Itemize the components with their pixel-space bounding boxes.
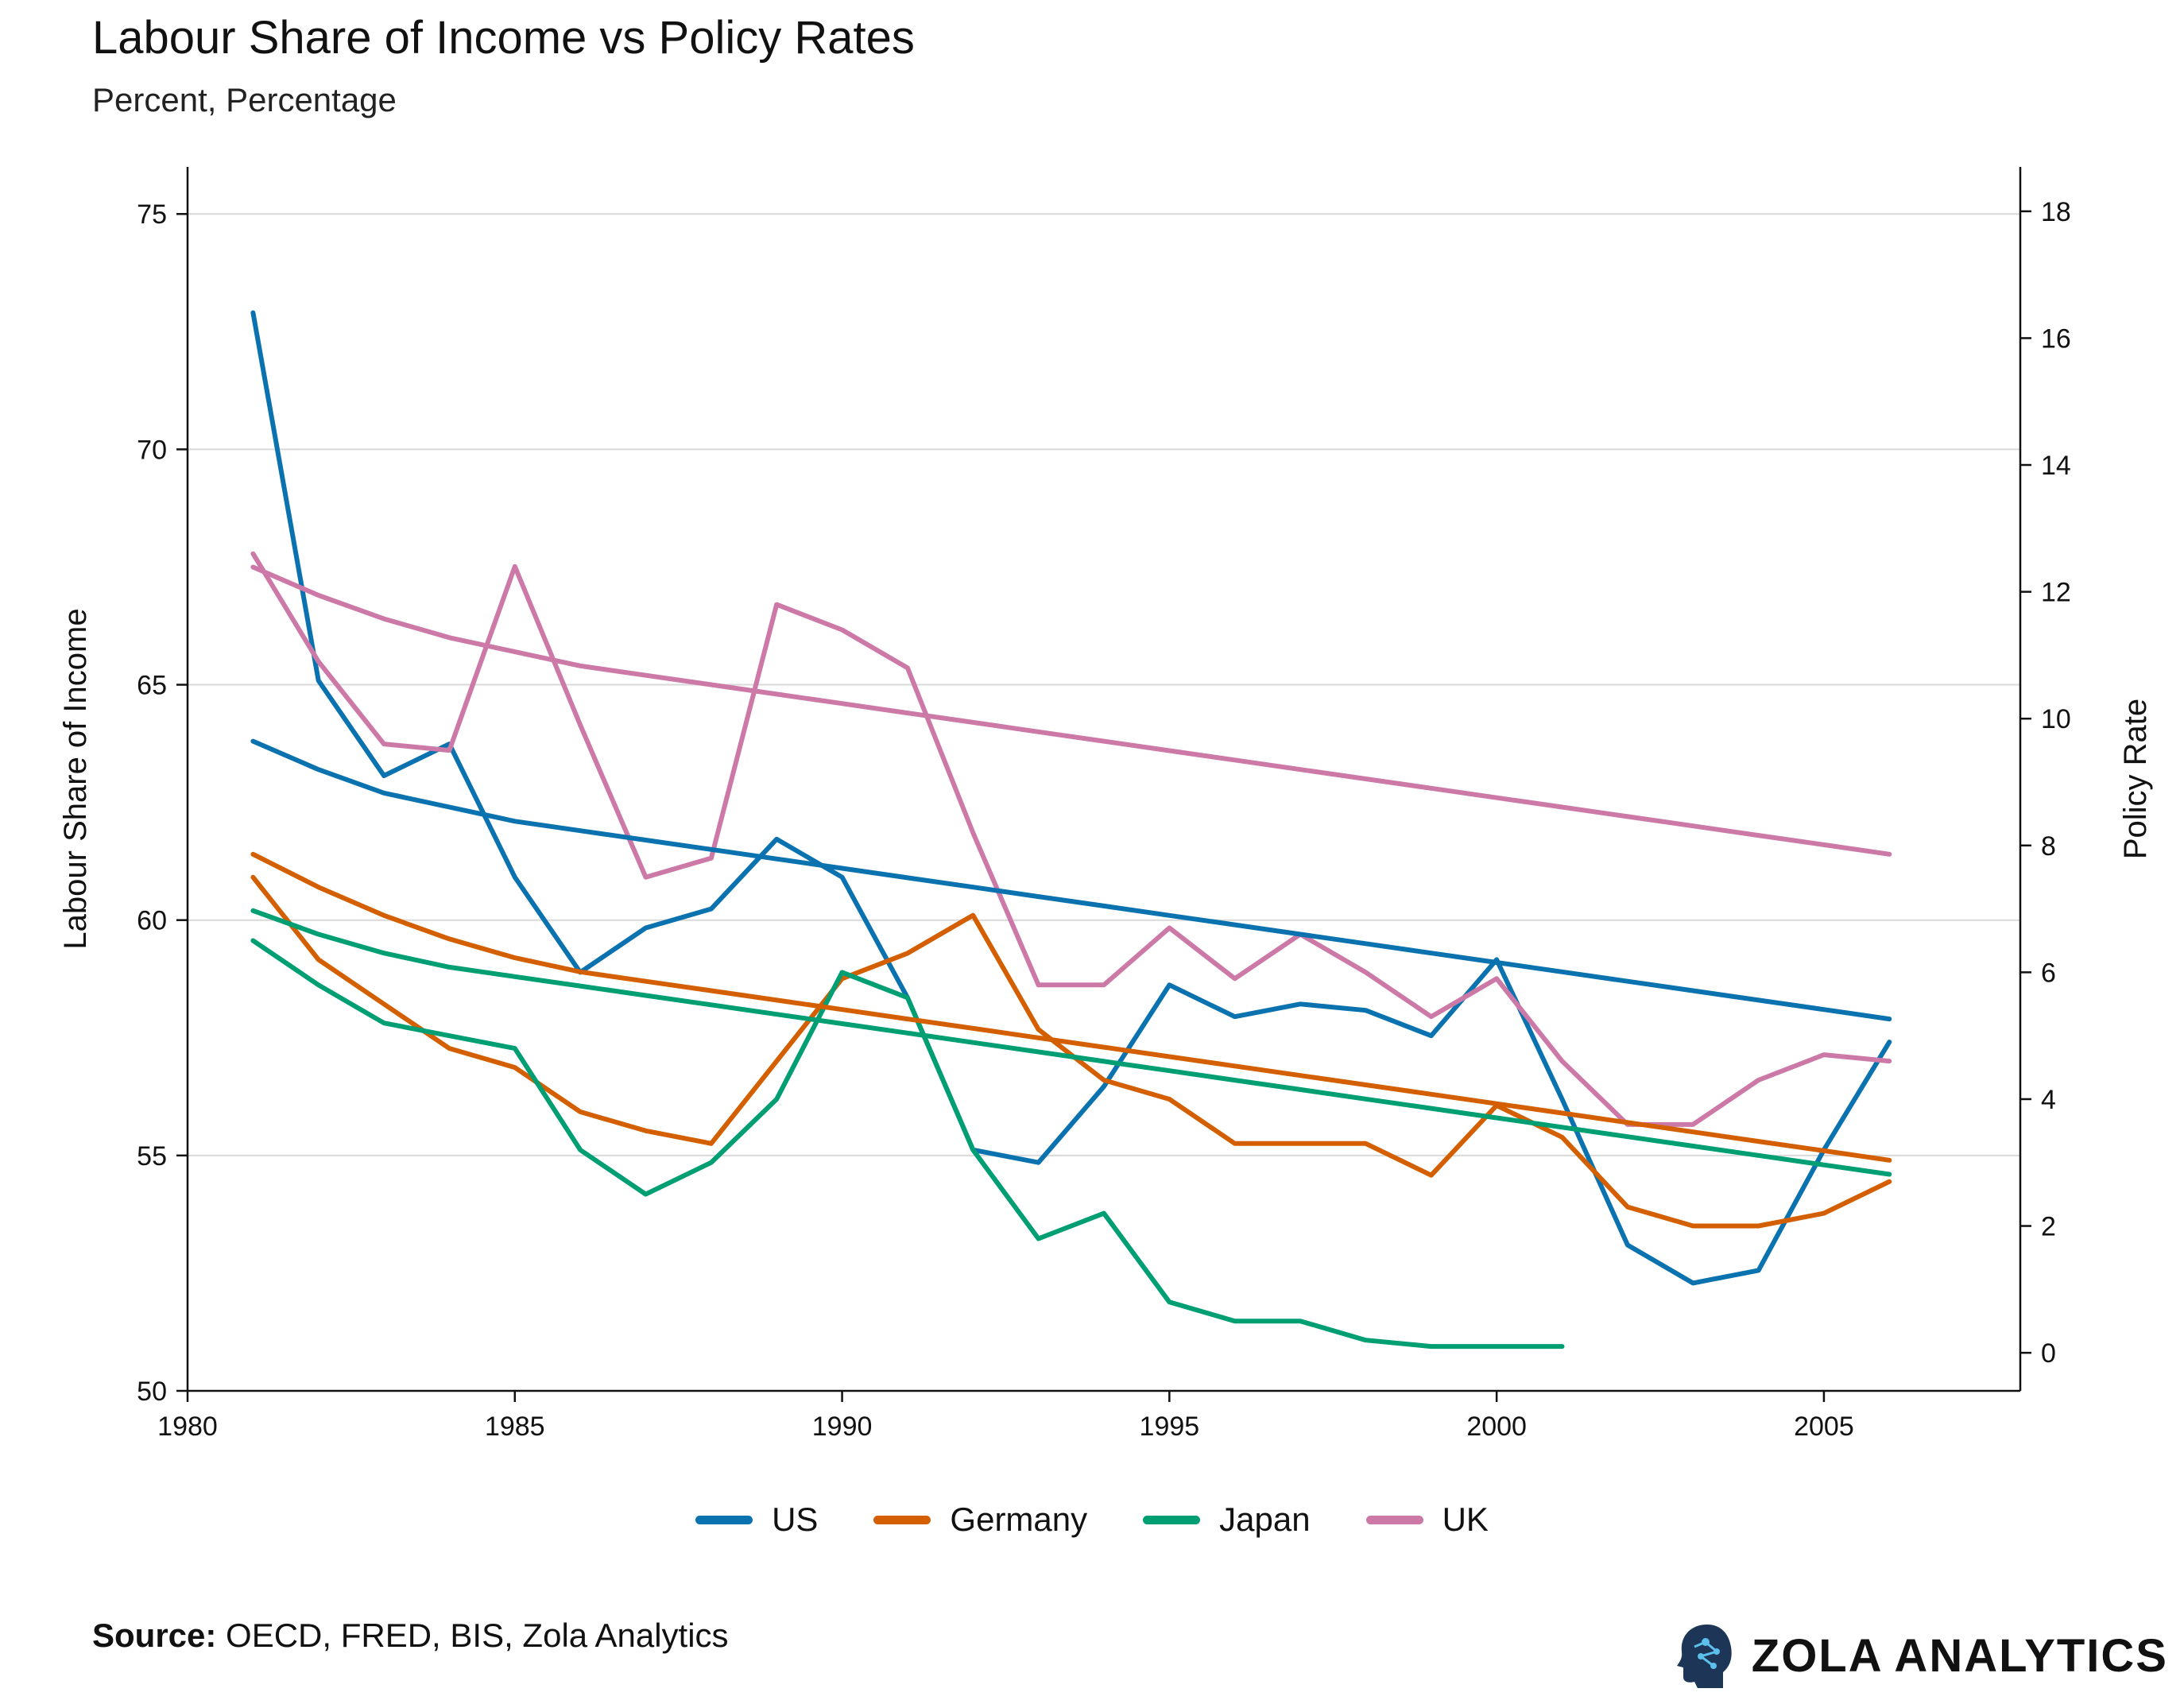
x-tick-label: 1995 [1140, 1412, 1200, 1442]
legend-label: UK [1442, 1501, 1489, 1538]
legend-swatch [873, 1515, 931, 1524]
y2-axis-title: Policy Rate [2118, 699, 2153, 859]
y-tick-label: 70 [137, 435, 167, 465]
legend-swatch [1365, 1515, 1423, 1524]
series-line-japan-policy-rate [250, 938, 1565, 1350]
x-tick-label: 2005 [1794, 1412, 1854, 1442]
legend-item-us: US [695, 1501, 818, 1539]
head-circuit-logo-icon [1676, 1625, 1732, 1688]
y2-tick-label: 12 [2041, 578, 2071, 608]
series-line-germany-labour-share [250, 851, 1892, 1163]
series-line-uk-labour-share [250, 564, 1892, 857]
x-tick-label: 1985 [485, 1412, 545, 1442]
legend-item-japan: Japan [1143, 1501, 1311, 1539]
y2-tick-label: 2 [2041, 1212, 2056, 1242]
legend-label: Japan [1219, 1501, 1311, 1538]
y2-tick-label: 16 [2041, 323, 2071, 354]
y2-tick-label: 6 [2041, 958, 2056, 988]
x-tick-label: 1990 [812, 1412, 873, 1442]
chart-subtitle: Percent, Percentage [92, 81, 397, 118]
chart-title: Labour Share of Income vs Policy Rates [92, 12, 915, 64]
series-line-us-labour-share [250, 738, 1892, 1022]
legend-label: US [772, 1501, 819, 1538]
y-tick-label: 60 [137, 906, 167, 936]
source-label: Source: [92, 1617, 217, 1654]
legend-swatch [1143, 1515, 1201, 1524]
series-lines [250, 310, 1892, 1350]
legend-item-uk: UK [1365, 1501, 1489, 1539]
y-tick-label: 65 [137, 671, 167, 701]
axes: 1980 1985 1990 1995 2000 2005 50 55 60 65 70 75 0 2 4 6… [58, 167, 2153, 1442]
brand-name: ZOLA ANALYTICS [1751, 1629, 2168, 1682]
y2-tick-label: 4 [2041, 1085, 2056, 1115]
source-text: OECD, FRED, BIS, Zola Analytics [226, 1617, 729, 1654]
y2-tick-label: 10 [2041, 704, 2071, 734]
y2-tick-label: 8 [2041, 831, 2056, 862]
y2-tick-label: 0 [2041, 1338, 2056, 1369]
legend-swatch [695, 1515, 753, 1524]
x-tick-label: 2000 [1466, 1412, 1527, 1442]
y-tick-label: 75 [137, 199, 167, 230]
legend: US Germany Japan UK [0, 1501, 2184, 1539]
legend-label: Germany [950, 1501, 1088, 1538]
y-tick-label: 55 [137, 1141, 167, 1172]
series-line-germany-policy-rate [250, 874, 1892, 1229]
series-line-us-policy-rate [250, 310, 1892, 1286]
source-note: Source: OECD, FRED, BIS, Zola Analytics [92, 1617, 729, 1655]
y2-tick-label: 14 [2041, 451, 2071, 481]
gridlines [188, 213, 2020, 1156]
brand: ZOLA ANALYTICS [1675, 1621, 2168, 1690]
series-line-uk-policy-rate [250, 551, 1892, 1127]
x-tick-label: 1980 [157, 1412, 218, 1442]
series-line-japan-labour-share [250, 908, 1892, 1177]
y-tick-label: 50 [137, 1377, 167, 1407]
legend-item-germany: Germany [873, 1501, 1087, 1539]
y-axis-title: Labour Share of Income [58, 608, 93, 949]
y2-tick-label: 18 [2041, 197, 2071, 227]
